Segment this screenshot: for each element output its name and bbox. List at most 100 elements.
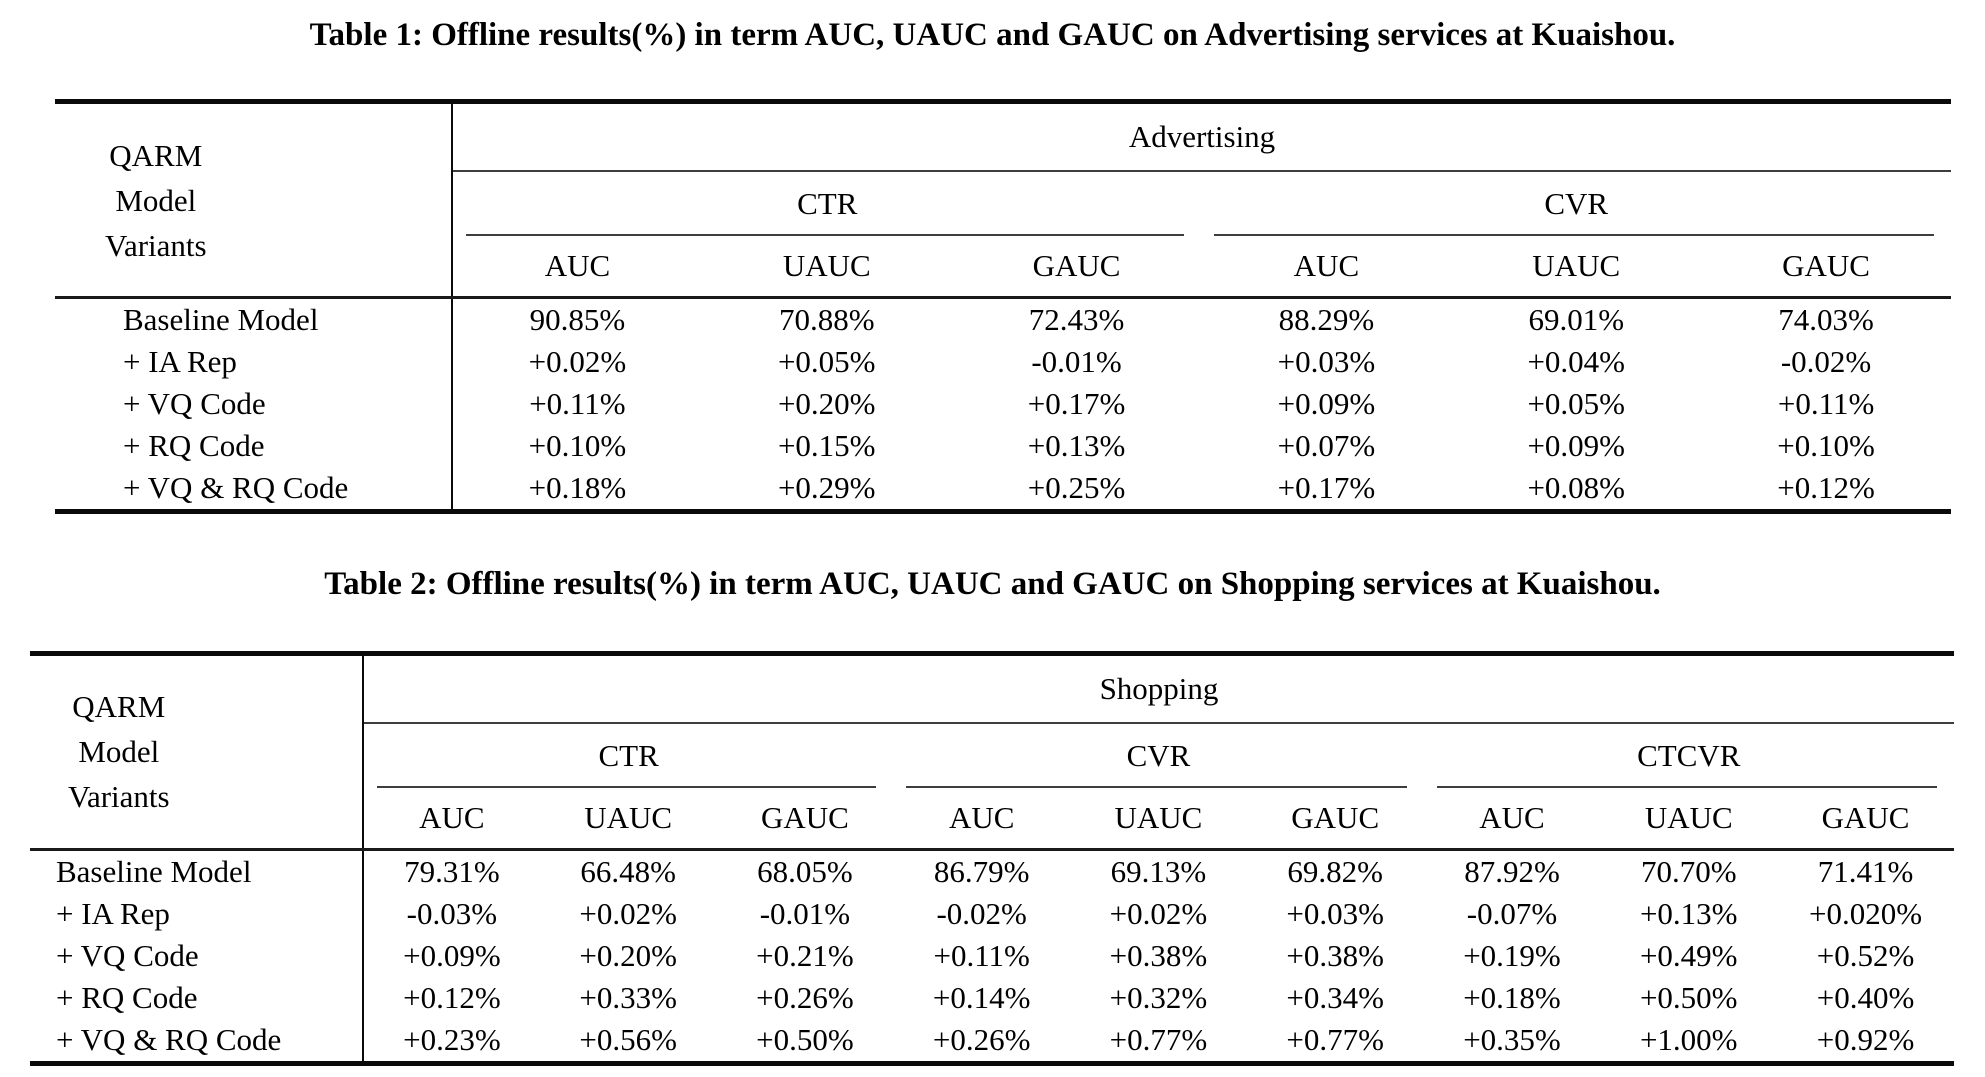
table-cell: +0.35% — [1463, 1021, 1561, 1057]
metric-header: GAUC — [1246, 787, 1424, 851]
table1: QARM Model Variants Advertising CTR CVR … — [55, 99, 1951, 515]
table-cell: +0.02% — [528, 344, 627, 380]
table2-service-header: Shopping — [363, 653, 1954, 724]
row-label: + VQ Code — [55, 383, 453, 426]
table-row: + IA Rep +0.02% +0.05% -0.01% +0.03% +0.… — [55, 341, 1951, 384]
table-cell: -0.01% — [1031, 344, 1122, 380]
table-cell: 74.03% — [1778, 302, 1874, 338]
table-cell: +0.11% — [933, 937, 1030, 973]
stub-header-line: QARM — [72, 689, 166, 724]
table-row: + VQ Code +0.09% +0.20% +0.21% +0.11% +0… — [30, 934, 1954, 977]
table-cell: +0.07% — [1277, 428, 1376, 464]
table-cell: +0.17% — [1027, 386, 1126, 422]
table-cell: 86.79% — [933, 853, 1030, 889]
table1-metric-row: AUC UAUC GAUC AUC UAUC GAUC — [55, 236, 1951, 300]
table-cell: -0.02% — [1780, 344, 1872, 380]
table-cell: +0.15% — [777, 428, 876, 464]
table-cell: 90.85% — [529, 302, 626, 338]
table-cell: +0.77% — [1109, 1021, 1208, 1057]
stub-header-line: QARM — [109, 137, 203, 173]
table-row: + VQ Code +0.11% +0.20% +0.17% +0.09% +0… — [55, 383, 1951, 426]
table1-group-row: CTR CVR — [55, 171, 1951, 236]
table-cell: +0.20% — [777, 386, 876, 422]
table-cell: +0.20% — [579, 937, 677, 973]
metric-header: GAUC — [1777, 787, 1954, 851]
table-cell: +0.11% — [529, 386, 626, 422]
table-cell: +0.25% — [1027, 470, 1126, 506]
table-cell: +0.11% — [1777, 386, 1875, 422]
table-cell: +0.17% — [1277, 470, 1376, 506]
table-cell: -0.01% — [759, 895, 851, 931]
stub-header-line: Variants — [68, 779, 170, 814]
table-row: + RQ Code +0.12% +0.33% +0.26% +0.14% +0… — [30, 976, 1954, 1019]
table-cell: +0.09% — [1527, 428, 1625, 464]
table2-group-header-cvr: CVR — [893, 723, 1423, 788]
table-cell: +0.56% — [579, 1021, 677, 1057]
table-row: + RQ Code +0.10% +0.15% +0.13% +0.07% +0… — [55, 425, 1951, 468]
table-cell: +0.09% — [1277, 386, 1376, 422]
row-label: + IA Rep — [30, 892, 364, 935]
table-cell: +0.04% — [1527, 344, 1625, 380]
table-cell: 69.13% — [1110, 853, 1207, 889]
metric-header: UAUC — [1600, 787, 1778, 851]
table-cell: +0.13% — [1027, 428, 1126, 464]
table-cell: -0.03% — [406, 895, 498, 931]
table-row: Baseline Model 79.31% 66.48% 68.05% 86.7… — [30, 849, 1954, 893]
table-row: + IA Rep -0.03% +0.02% -0.01% -0.02% +0.… — [30, 892, 1954, 935]
row-label: Baseline Model — [55, 297, 453, 342]
table-cell: -0.02% — [936, 895, 1027, 931]
table-cell: 71.41% — [1817, 853, 1914, 889]
table-cell: +0.19% — [1463, 937, 1561, 973]
stub-header-line: Model — [78, 734, 160, 769]
metric-header: UAUC — [701, 236, 952, 300]
metric-header: AUC — [452, 236, 702, 300]
metric-header: AUC — [893, 787, 1071, 851]
metric-header: UAUC — [1451, 236, 1702, 300]
table-cell: +0.34% — [1286, 979, 1384, 1015]
metric-header: GAUC — [1701, 236, 1951, 300]
table1-group-header-cvr: CVR — [1201, 171, 1951, 236]
stub-header-block: QARM Model Variants — [105, 133, 207, 268]
table-cell: -0.07% — [1466, 895, 1558, 931]
row-label: + VQ & RQ Code — [55, 467, 453, 512]
table-cell: +0.92% — [1816, 1021, 1915, 1057]
table-cell: +0.23% — [403, 1021, 501, 1057]
stub-header-line: Model — [115, 182, 197, 218]
table-cell: +0.10% — [528, 428, 627, 464]
table-cell: +0.49% — [1639, 937, 1738, 973]
metric-header: GAUC — [716, 787, 894, 851]
table-row: + VQ & RQ Code +0.23% +0.56% +0.50% +0.2… — [30, 1018, 1954, 1063]
table-cell: 70.70% — [1640, 853, 1737, 889]
table-cell: +0.33% — [579, 979, 677, 1015]
table2-service-row: QARM Model Variants Shopping — [30, 653, 1954, 851]
table-cell: +0.21% — [756, 937, 854, 973]
table-cell: +0.50% — [756, 1021, 854, 1057]
table-cell: 66.48% — [580, 853, 676, 889]
row-label: + IA Rep — [55, 341, 453, 384]
table-cell: +0.05% — [1527, 386, 1625, 422]
table-cell: +0.40% — [1816, 979, 1915, 1015]
table-cell: +0.50% — [1639, 979, 1738, 1015]
row-label: + RQ Code — [55, 425, 453, 468]
metric-header: GAUC — [951, 236, 1202, 300]
stub-header-block: QARM Model Variants — [68, 684, 170, 819]
table1-service-row: QARM Model Variants Advertising — [55, 101, 1951, 300]
table-cell: +0.02% — [1109, 895, 1208, 931]
table1-group-header-ctr: CTR — [452, 171, 1201, 236]
table-cell: 70.88% — [778, 302, 875, 338]
table-cell: +1.00% — [1639, 1021, 1738, 1057]
table-cell: +0.09% — [403, 937, 501, 973]
table-cell: +0.03% — [1277, 344, 1376, 380]
table2-group-row: CTR CVR CTCVR — [30, 723, 1954, 788]
table-cell: 88.29% — [1278, 302, 1375, 338]
metric-header: AUC — [1423, 787, 1601, 851]
metric-header: UAUC — [1070, 787, 1247, 851]
table2-group-header-ctcvr: CTCVR — [1424, 723, 1954, 788]
table-cell: +0.020% — [1809, 895, 1923, 931]
table-cell: 69.82% — [1287, 853, 1383, 889]
table-cell: 87.92% — [1464, 853, 1560, 889]
table-cell: +0.14% — [932, 979, 1031, 1015]
table1-stub-header: QARM Model Variants — [55, 101, 453, 300]
row-label: + RQ Code — [30, 976, 364, 1019]
table-cell: +0.05% — [777, 344, 876, 380]
